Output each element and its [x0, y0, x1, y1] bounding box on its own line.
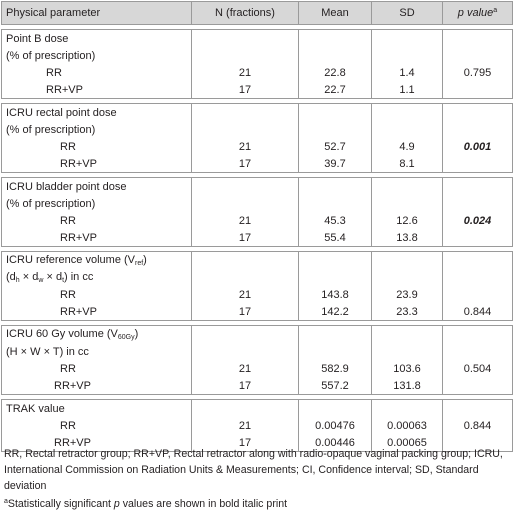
- table-row: RR+VP 17 557.2 131.8: [1, 377, 513, 395]
- cell-sd: 131.8: [371, 377, 443, 395]
- table-row: RR 21 0.00476 0.00063 0.844: [1, 417, 513, 434]
- cell-mean: 142.2: [298, 303, 372, 321]
- row-subtitle: (dh × dw × dt) in cc: [1, 269, 192, 286]
- group-label: RR+VP: [1, 303, 192, 321]
- cell-sd: 0.00065: [371, 434, 443, 452]
- group-label: RR: [1, 138, 192, 155]
- cell-n: 17: [191, 377, 299, 395]
- cell-sd: 1.4: [371, 64, 443, 81]
- section-60gy-volume: ICRU 60 Gy volume (V60Gy): [1, 325, 513, 343]
- table-row: RR 21 143.8 23.9: [1, 286, 513, 303]
- cell-sd: 13.8: [371, 229, 443, 247]
- cell-n: 21: [191, 64, 299, 81]
- group-label: RR: [1, 360, 192, 377]
- cell-n: 17: [191, 155, 299, 173]
- row-subtitle: (% of prescription): [1, 121, 192, 138]
- cell-p-value-significant: 0.024: [442, 212, 513, 229]
- row-title: ICRU bladder point dose: [1, 177, 192, 195]
- table-row: RR+VP 17 0.00446 0.00065: [1, 434, 513, 452]
- cell-n: 21: [191, 138, 299, 155]
- cell-sd: 4.9: [371, 138, 443, 155]
- cell-mean: 0.00446: [298, 434, 372, 452]
- row-subtitle: (% of prescription): [1, 47, 192, 64]
- group-label: RR+VP: [1, 155, 192, 173]
- table-row: RR 21 582.9 103.6 0.504: [1, 360, 513, 377]
- cell-n: 21: [191, 286, 299, 303]
- table-row: RR 21 52.7 4.9 0.001: [1, 138, 513, 155]
- header-n-fractions: N (fractions): [191, 1, 299, 25]
- header-physical-parameter: Physical parameter: [1, 1, 192, 25]
- cell-sd: 1.1: [371, 81, 443, 99]
- row-title: TRAK value: [1, 399, 192, 417]
- cell-sd: 103.6: [371, 360, 443, 377]
- cell-mean: 22.7: [298, 81, 372, 99]
- group-label: RR: [1, 64, 192, 81]
- cell-sd: 23.9: [371, 286, 443, 303]
- cell-n: 17: [191, 303, 299, 321]
- section-bladder-point: ICRU bladder point dose: [1, 177, 513, 195]
- row-title: ICRU reference volume (Vref): [1, 251, 192, 269]
- section-point-b: Point B dose: [1, 29, 513, 47]
- cell-n: 17: [191, 81, 299, 99]
- table-row: RR 21 22.8 1.4 0.795: [1, 64, 513, 81]
- abbreviations-note: RR, Rectal retractor group; RR+VP, Recta…: [4, 448, 503, 492]
- table-header-row: Physical parameter N (fractions) Mean SD…: [1, 1, 513, 25]
- cell-sd: 0.00063: [371, 417, 443, 434]
- cell-mean: 55.4: [298, 229, 372, 247]
- cell-mean: 582.9: [298, 360, 372, 377]
- cell-n: 21: [191, 417, 299, 434]
- cell-mean: 52.7: [298, 138, 372, 155]
- group-label: RR+VP: [1, 81, 192, 99]
- cell-n: 21: [191, 212, 299, 229]
- cell-p-value: 0.844: [442, 303, 513, 321]
- cell-n: 17: [191, 229, 299, 247]
- section-reference-volume: ICRU reference volume (Vref): [1, 251, 513, 269]
- cell-mean: 45.3: [298, 212, 372, 229]
- header-sd: SD: [371, 1, 443, 25]
- group-label: RR+VP: [1, 434, 192, 452]
- cell-p-value: 0.844: [442, 417, 513, 434]
- row-subtitle: (% of prescription): [1, 195, 192, 212]
- cell-sd: 12.6: [371, 212, 443, 229]
- group-label: RR: [1, 286, 192, 303]
- cell-n: 21: [191, 360, 299, 377]
- row-subtitle: (H × W × T) in cc: [1, 343, 192, 360]
- header-mean: Mean: [298, 1, 372, 25]
- cell-p-value: 0.504: [442, 360, 513, 377]
- cell-mean: 557.2: [298, 377, 372, 395]
- cell-sd: 23.3: [371, 303, 443, 321]
- group-label: RR+VP: [1, 229, 192, 247]
- table-row: RR+VP 17 39.7 8.1: [1, 155, 513, 173]
- significance-note: aStatistically significant p values are …: [4, 498, 288, 510]
- cell-mean: 39.7: [298, 155, 372, 173]
- row-title: Point B dose: [1, 29, 192, 47]
- cell-mean: 0.00476: [298, 417, 372, 434]
- row-title: ICRU rectal point dose: [1, 103, 192, 121]
- table-row: RR 21 45.3 12.6 0.024: [1, 212, 513, 229]
- group-label: RR: [1, 212, 192, 229]
- section-rectal-point: ICRU rectal point dose: [1, 103, 513, 121]
- table-row: RR+VP 17 142.2 23.3 0.844: [1, 303, 513, 321]
- cell-p-value-significant: 0.001: [442, 138, 513, 155]
- row-title: ICRU 60 Gy volume (V60Gy): [1, 325, 192, 343]
- physical-parameters-table: Physical parameter N (fractions) Mean SD…: [1, 1, 513, 452]
- cell-p-value: 0.795: [442, 64, 513, 81]
- cell-mean: 143.8: [298, 286, 372, 303]
- section-trak-value: TRAK value: [1, 399, 513, 417]
- table-row: RR+VP 17 22.7 1.1: [1, 81, 513, 99]
- table-footnote: RR, Rectal retractor group; RR+VP, Recta…: [4, 446, 509, 512]
- header-p-value: p valuea: [442, 1, 513, 25]
- cell-sd: 8.1: [371, 155, 443, 173]
- table-row: RR+VP 17 55.4 13.8: [1, 229, 513, 247]
- group-label: RR: [1, 417, 192, 434]
- cell-mean: 22.8: [298, 64, 372, 81]
- group-label: RR+VP: [1, 377, 192, 395]
